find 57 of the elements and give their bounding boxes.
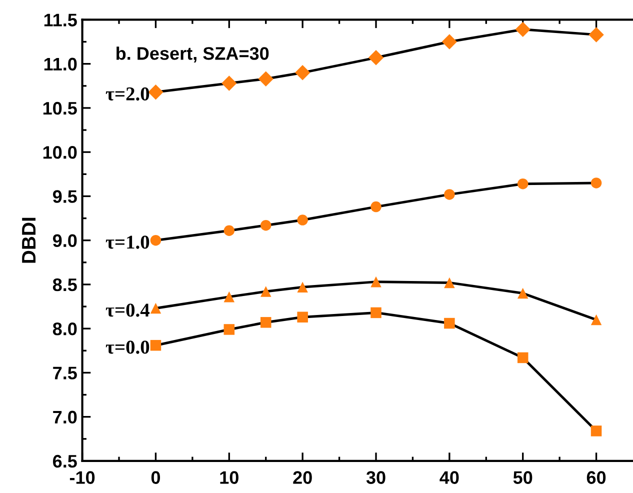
x-tick-label: 10 [220, 471, 238, 484]
series-label: τ=2.0 [106, 87, 150, 101]
x-tick-label: 40 [440, 471, 459, 484]
point [150, 302, 162, 314]
y-axis-title: DBDI [22, 218, 36, 263]
point [517, 178, 528, 190]
point [260, 286, 272, 297]
point [297, 282, 308, 292]
point [148, 84, 164, 100]
x-tick-label: 0 [151, 471, 160, 484]
point [370, 307, 382, 318]
series-label: τ=1.0 [106, 236, 150, 249]
point [294, 65, 310, 80]
point [224, 225, 235, 236]
y-tick-label: 9.5 [52, 190, 77, 203]
point [150, 340, 162, 351]
y-tick-label: 8.0 [52, 322, 77, 336]
y-tick-label: 10.5 [43, 102, 77, 115]
point [442, 34, 458, 50]
y-tick-label: 7.0 [53, 410, 77, 424]
point [150, 234, 162, 246]
point [444, 189, 455, 200]
x-tick-label: 50 [513, 471, 532, 484]
point [297, 214, 308, 226]
y-tick-label: 6.5 [52, 454, 77, 468]
point [224, 291, 235, 302]
point [224, 324, 235, 335]
point [297, 312, 308, 322]
x-tick-label: 20 [293, 471, 312, 484]
y-tick-label: 8.5 [52, 278, 77, 292]
text: b. Desert, SZA=30 [116, 46, 269, 62]
point [370, 201, 382, 212]
point [222, 76, 237, 91]
point [590, 178, 602, 188]
point [517, 288, 528, 299]
point [590, 426, 602, 436]
point [444, 318, 455, 329]
point [590, 314, 602, 326]
y-tick-label: 11.0 [44, 58, 77, 71]
point [370, 276, 382, 288]
y-tick-label: 9.0 [52, 234, 77, 248]
point [515, 22, 530, 38]
point [260, 317, 272, 328]
point [260, 220, 272, 231]
y-tick-label: 7.5 [53, 366, 77, 380]
series-label: τ=0.0 [106, 340, 150, 354]
point [517, 352, 528, 364]
x-tick-label: 60 [586, 471, 606, 484]
point [258, 71, 274, 86]
point [444, 277, 455, 288]
y-tick-label: 10.0 [43, 146, 77, 159]
point [368, 50, 384, 66]
series-label: τ=0.4 [106, 304, 150, 317]
y-tick-label: 11.5 [44, 14, 77, 26]
point [588, 27, 604, 42]
x-tick-label: -10 [70, 471, 95, 484]
x-tick-label: 30 [366, 471, 386, 484]
